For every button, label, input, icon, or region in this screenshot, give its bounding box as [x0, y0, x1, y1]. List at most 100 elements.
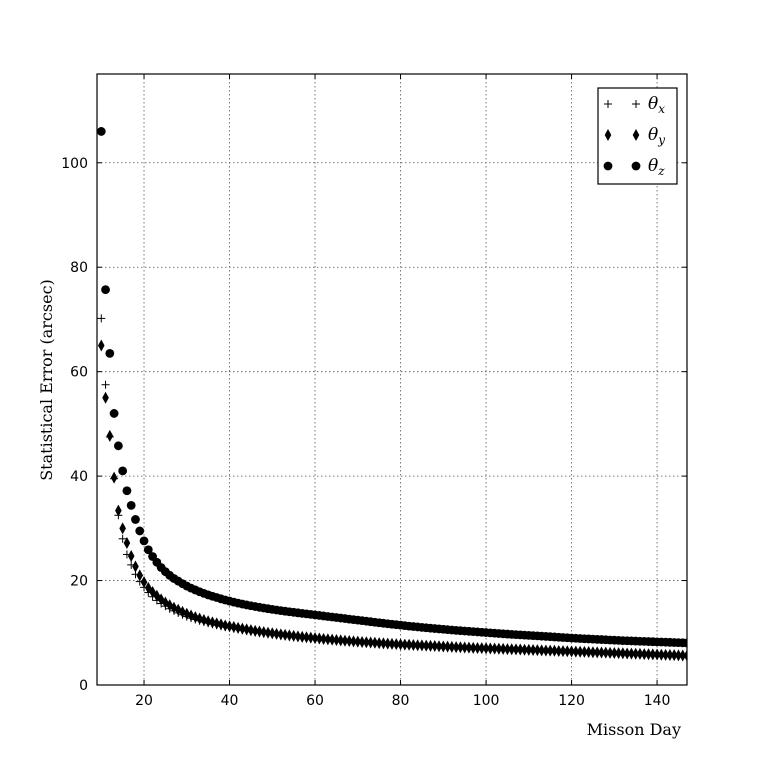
data-point-y — [431, 640, 439, 653]
data-point-z — [682, 638, 687, 648]
y-tick-label: 20 — [70, 574, 88, 590]
data-point-y — [525, 643, 533, 656]
data-point-z — [131, 515, 140, 524]
y-tick-label: 60 — [70, 365, 88, 381]
data-point-y — [653, 648, 661, 661]
legend-label-subscript: y — [657, 133, 665, 147]
data-point-y — [504, 643, 511, 656]
legend-label-subscript: x — [658, 102, 665, 116]
data-point-y — [619, 647, 627, 660]
data-point-y — [499, 642, 507, 655]
data-point-y — [444, 640, 451, 653]
y-tick-label: 40 — [70, 469, 88, 485]
data-point-y — [277, 628, 285, 641]
data-point-y — [662, 648, 669, 661]
data-point-y — [311, 632, 319, 645]
data-point-y — [307, 631, 315, 644]
data-point-y — [640, 648, 648, 661]
data-point-y — [474, 641, 481, 654]
data-point-y — [102, 391, 109, 404]
data-point-y — [350, 635, 357, 648]
data-point-y — [435, 640, 443, 653]
data-point-y — [469, 641, 477, 654]
data-point-y — [675, 649, 682, 662]
data-point-y — [585, 646, 592, 659]
data-point-y — [563, 645, 571, 658]
data-point-y — [140, 576, 148, 589]
data-point-z — [143, 545, 153, 555]
data-point-y — [593, 646, 601, 659]
data-point-y — [363, 636, 370, 649]
data-point-y — [196, 612, 203, 625]
data-point-y — [649, 648, 657, 661]
legend-marker-x — [632, 100, 640, 108]
data-point-y — [551, 644, 558, 657]
data-point-y — [136, 569, 144, 582]
data-point-y — [679, 649, 687, 662]
data-point-y — [179, 605, 186, 618]
data-point-y — [495, 642, 503, 655]
data-point-y — [666, 649, 674, 662]
data-point-y — [97, 339, 105, 352]
data-point-z — [122, 486, 132, 496]
data-point-y — [367, 636, 374, 649]
y-axis-title: Statistical Error (arcsec) — [37, 279, 56, 481]
data-point-y — [324, 633, 332, 646]
data-point-y — [239, 622, 246, 635]
data-point-y — [200, 613, 208, 626]
data-point-y — [670, 649, 678, 662]
x-tick-label: 60 — [306, 693, 324, 709]
legend-marker-z — [631, 161, 641, 171]
data-point-y — [534, 644, 541, 657]
data-point-y — [260, 626, 268, 639]
x-tick-label: 120 — [558, 693, 585, 709]
data-point-y — [487, 642, 494, 655]
data-point-y — [209, 616, 216, 629]
data-point-y — [581, 645, 588, 658]
data-point-z — [118, 466, 128, 476]
data-point-y — [589, 646, 597, 659]
data-point-y — [512, 643, 520, 656]
data-point-y — [106, 429, 114, 442]
data-point-z — [135, 526, 145, 536]
legend-label-x: θx — [648, 94, 665, 116]
legend-label-base: θ — [648, 156, 658, 176]
data-point-y — [303, 631, 310, 644]
data-point-y — [418, 639, 426, 652]
data-point-y — [110, 471, 118, 484]
data-point-y — [482, 642, 490, 655]
x-tick-label: 40 — [221, 693, 239, 709]
y-tick-label: 100 — [61, 156, 88, 172]
data-point-y — [461, 641, 468, 654]
series-y — [97, 339, 687, 662]
data-point-y — [448, 640, 456, 653]
data-point-y — [414, 639, 421, 652]
data-point-x — [97, 314, 106, 323]
plot-marks — [97, 127, 687, 662]
data-point-y — [316, 632, 323, 645]
data-point-y — [166, 599, 173, 612]
data-point-y — [294, 630, 302, 643]
data-point-y — [243, 623, 250, 636]
data-point-y — [440, 640, 447, 653]
data-point-y — [328, 633, 336, 646]
legend-marker-x — [604, 100, 612, 108]
data-point-z — [105, 348, 115, 358]
data-point-y — [286, 629, 293, 642]
x-tick-label: 100 — [473, 693, 500, 709]
y-tick-label: 0 — [79, 678, 88, 694]
data-point-y — [204, 615, 212, 628]
data-point-y — [187, 609, 195, 622]
data-point-y — [221, 619, 229, 632]
data-point-y — [217, 618, 225, 631]
data-point-y — [192, 611, 199, 624]
data-point-y — [628, 647, 635, 660]
data-point-y — [247, 624, 255, 637]
axis-ticks: 20 40 60 80 100 120 140 0 20 40 60 80 100 — [61, 74, 687, 709]
legend-marker-y — [632, 129, 640, 141]
data-point-z — [109, 409, 119, 418]
x-axis-title: Misson Day — [587, 720, 681, 739]
data-point-y — [183, 607, 191, 620]
data-point-y — [491, 642, 498, 655]
